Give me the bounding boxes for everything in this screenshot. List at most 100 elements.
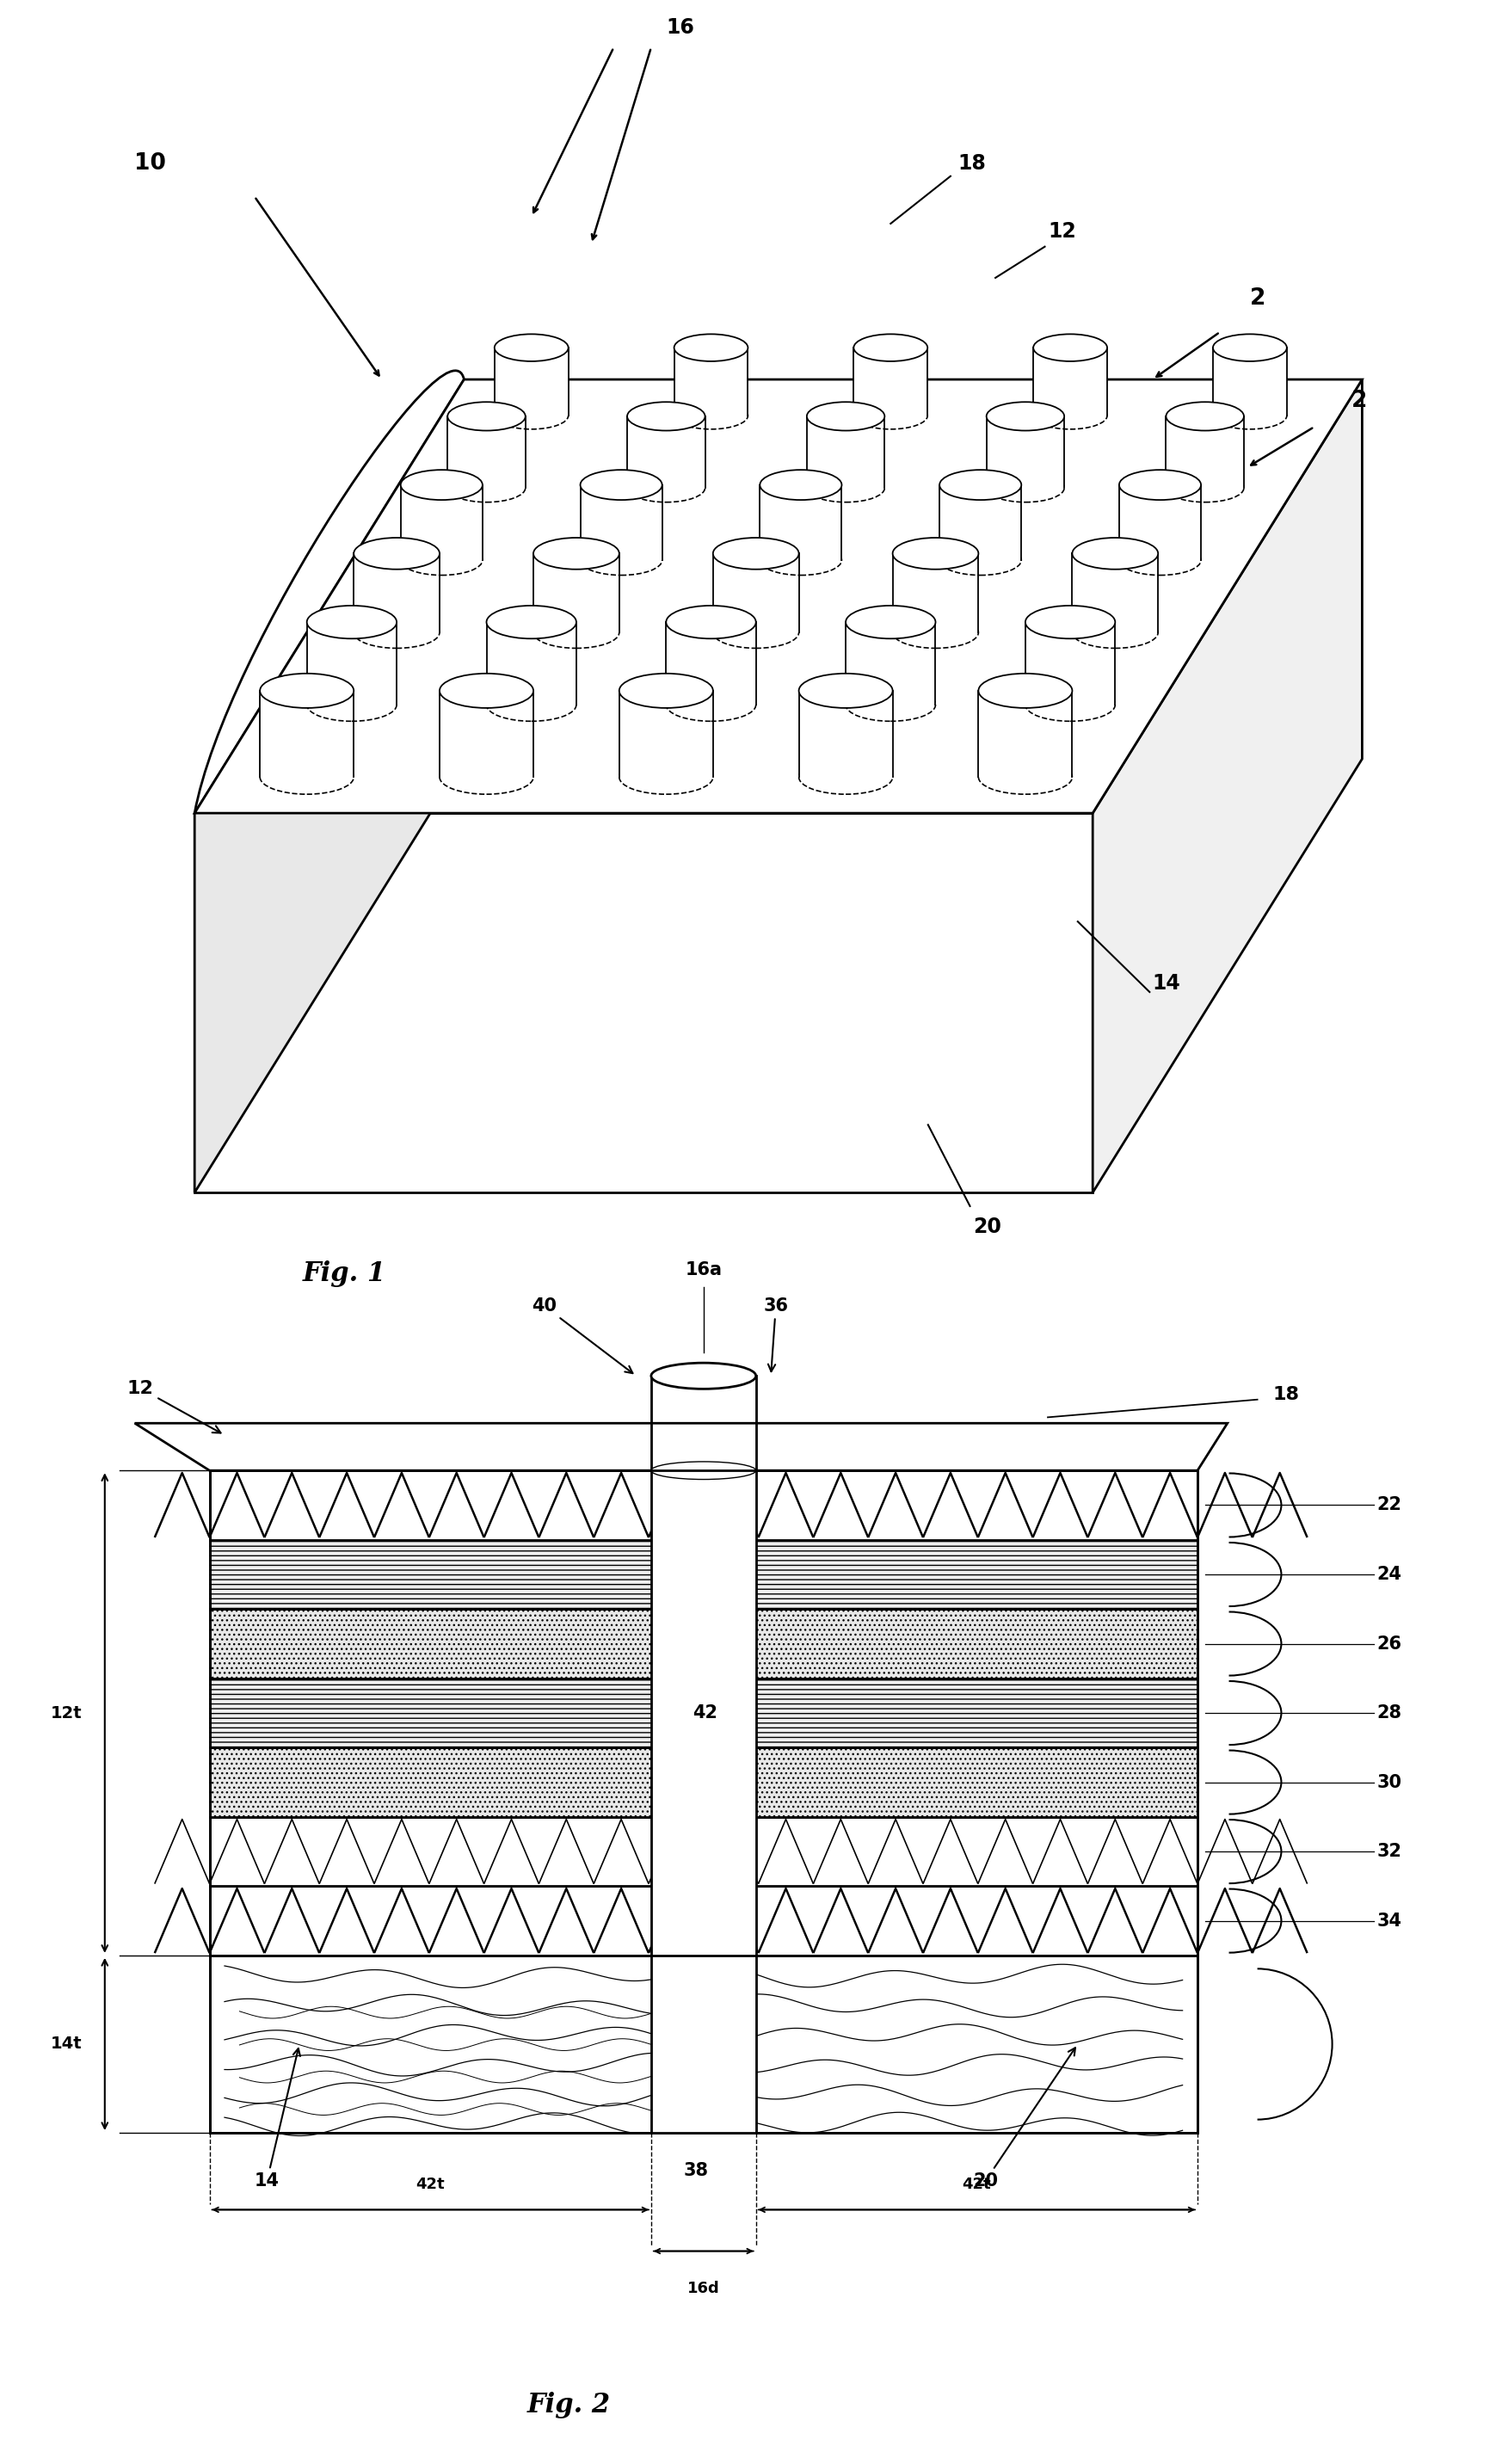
Ellipse shape [1212, 335, 1287, 362]
Text: 2: 2 [1351, 389, 1366, 411]
Ellipse shape [806, 402, 884, 431]
Ellipse shape [760, 471, 841, 500]
Text: 42: 42 [693, 1705, 717, 1722]
Bar [712, 554, 799, 633]
Bar [892, 554, 978, 633]
Ellipse shape [1165, 402, 1243, 431]
Bar [1071, 554, 1158, 633]
Bar [799, 690, 892, 776]
Text: 2: 2 [1249, 288, 1264, 310]
Bar [1119, 485, 1200, 559]
Ellipse shape [806, 473, 884, 503]
Ellipse shape [799, 673, 892, 707]
Ellipse shape [1025, 687, 1115, 722]
Text: 16a: 16a [685, 1262, 721, 1279]
Ellipse shape [892, 616, 978, 648]
Ellipse shape [486, 687, 576, 722]
Ellipse shape [845, 687, 935, 722]
Bar [939, 485, 1020, 559]
Bar [401, 485, 482, 559]
Bar [619, 690, 712, 776]
Text: 36: 36 [763, 1296, 788, 1372]
Ellipse shape [853, 335, 928, 362]
Ellipse shape [580, 545, 661, 574]
Ellipse shape [651, 1363, 755, 1390]
Ellipse shape [401, 545, 482, 574]
Polygon shape [1092, 379, 1361, 1193]
Ellipse shape [986, 473, 1064, 503]
Text: 12: 12 [1047, 222, 1076, 241]
Ellipse shape [666, 687, 755, 722]
Text: 12t: 12t [51, 1705, 82, 1722]
Bar [209, 1747, 1197, 1816]
Bar [673, 347, 748, 416]
Bar [307, 621, 396, 705]
Bar [1032, 347, 1107, 416]
Ellipse shape [939, 545, 1020, 574]
Bar [209, 1471, 1197, 1540]
Bar [853, 347, 928, 416]
Ellipse shape [1071, 616, 1158, 648]
Text: 10: 10 [133, 153, 166, 175]
Ellipse shape [1025, 606, 1115, 638]
Text: 12: 12 [127, 1380, 220, 1434]
Text: 26: 26 [1376, 1636, 1402, 1653]
Polygon shape [194, 813, 1092, 1193]
Bar [209, 1678, 1197, 1747]
Text: Fig. 1: Fig. 1 [302, 1262, 386, 1286]
Ellipse shape [651, 1461, 755, 1478]
Text: 16d: 16d [687, 2282, 720, 2296]
Ellipse shape [1071, 537, 1158, 569]
Ellipse shape [1119, 545, 1200, 574]
Bar [494, 347, 568, 416]
Ellipse shape [978, 673, 1071, 707]
Ellipse shape [580, 471, 661, 500]
Ellipse shape [307, 687, 396, 722]
Ellipse shape [978, 759, 1071, 793]
Polygon shape [194, 379, 1361, 813]
Bar [1212, 347, 1287, 416]
Text: 40: 40 [531, 1296, 633, 1372]
Ellipse shape [627, 473, 705, 503]
Text: 22: 22 [1376, 1496, 1402, 1513]
Ellipse shape [673, 402, 748, 429]
Text: 20: 20 [972, 1217, 1001, 1237]
Ellipse shape [1032, 335, 1107, 362]
Ellipse shape [401, 471, 482, 500]
Ellipse shape [712, 537, 799, 569]
Ellipse shape [986, 402, 1064, 431]
Ellipse shape [619, 759, 712, 793]
Text: 14: 14 [1152, 973, 1180, 993]
Polygon shape [135, 1424, 1227, 1471]
Bar [666, 621, 755, 705]
Ellipse shape [486, 606, 576, 638]
Bar [845, 621, 935, 705]
Ellipse shape [760, 545, 841, 574]
Bar [447, 416, 525, 488]
Bar [760, 485, 841, 559]
Bar [806, 416, 884, 488]
Ellipse shape [845, 606, 935, 638]
Text: 28: 28 [1376, 1705, 1402, 1722]
Ellipse shape [712, 616, 799, 648]
Text: 42t: 42t [962, 2176, 990, 2193]
Ellipse shape [307, 606, 396, 638]
Bar [533, 554, 619, 633]
Ellipse shape [440, 673, 533, 707]
Ellipse shape [619, 673, 712, 707]
Ellipse shape [533, 616, 619, 648]
Bar [209, 1885, 1197, 1956]
Text: 32: 32 [1376, 1843, 1402, 1860]
Text: 20: 20 [972, 2048, 1074, 2190]
Bar [580, 485, 661, 559]
Text: 16: 16 [666, 17, 694, 37]
Bar [353, 554, 440, 633]
Text: 42t: 42t [416, 2176, 444, 2193]
Text: 18: 18 [1272, 1385, 1299, 1402]
Text: 18: 18 [957, 153, 986, 172]
Bar [978, 690, 1071, 776]
Ellipse shape [939, 471, 1020, 500]
Bar [1165, 416, 1243, 488]
Bar [260, 690, 353, 776]
Ellipse shape [260, 673, 353, 707]
